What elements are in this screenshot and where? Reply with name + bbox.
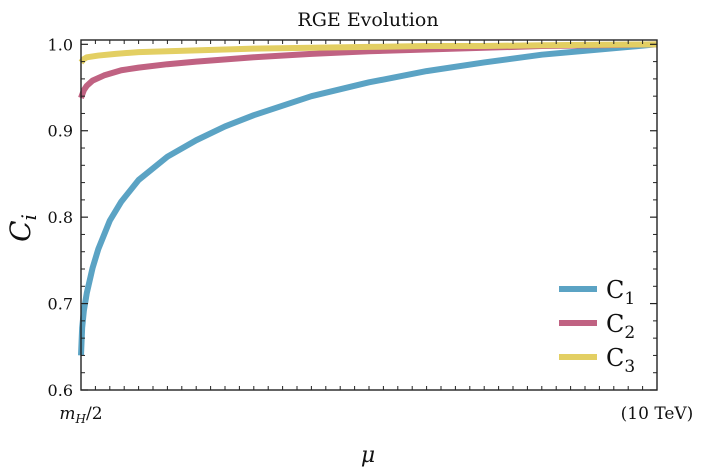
y-tick-label: 0.8 <box>48 208 73 227</box>
y-tick-label: 0.9 <box>48 122 73 141</box>
y-axis-label: Ci <box>4 214 41 242</box>
y-tick-label: 0.6 <box>48 381 73 400</box>
x-tick-label: mH/2 <box>59 404 102 426</box>
plot-frame <box>80 39 658 391</box>
y-axis-label-sub: i <box>17 214 41 220</box>
plot-area <box>78 41 658 356</box>
legend-label-c1: C1 <box>606 276 635 309</box>
x-tick-label: (10 TeV) <box>621 404 694 424</box>
y-tick-label: 1.0 <box>48 35 73 54</box>
legend-label-c3: C3 <box>606 344 635 377</box>
chart-title: RGE Evolution <box>297 9 438 31</box>
y-tick-label: 0.7 <box>48 295 73 314</box>
x-axis-ticks: mH/2 (10 TeV) <box>59 40 693 426</box>
y-axis-label-main: C <box>4 220 37 241</box>
x-axis-label: μ <box>361 443 375 468</box>
legend-label-c2: C2 <box>606 310 635 343</box>
series-line-c3 <box>78 41 658 65</box>
y-axis-ticks: 0.6 0.7 0.8 0.9 1.0 <box>48 35 657 400</box>
series-line-c1 <box>78 41 658 356</box>
